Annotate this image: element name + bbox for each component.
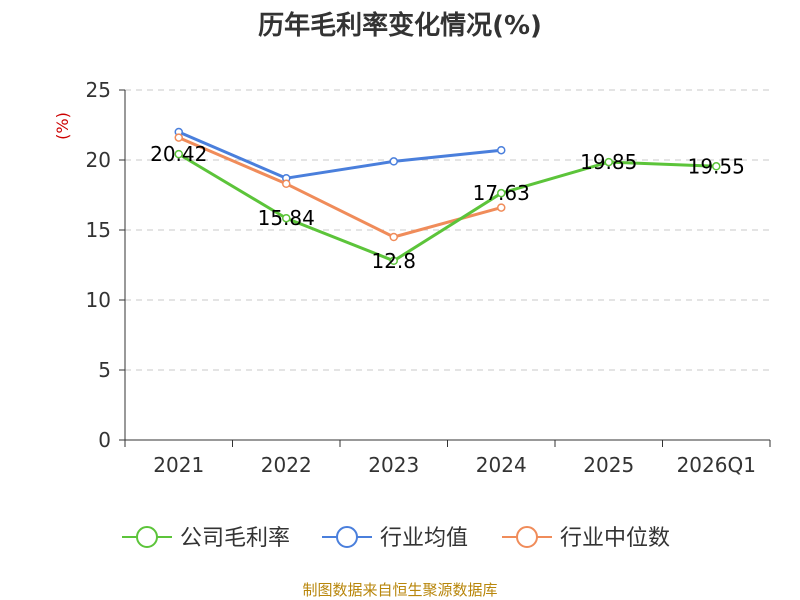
- data-label: 15.84: [258, 206, 315, 230]
- y-axis-label: (%): [53, 112, 72, 140]
- data-point: [389, 256, 398, 266]
- legend[interactable]: 公司毛利率 行业均值 行业中位数: [122, 526, 670, 551]
- x-tick-label: 2023: [368, 453, 419, 477]
- x-tick-label: 2024: [476, 453, 527, 477]
- gridlines: [125, 89, 770, 371]
- legend-item[interactable]: 行业均值: [322, 526, 468, 551]
- data-point: [712, 162, 721, 171]
- x-tick-label: 2021: [153, 453, 204, 477]
- data-point: [497, 145, 506, 155]
- data-label: 19.85: [580, 150, 637, 174]
- y-tick-label: 5: [98, 358, 111, 382]
- data-label: 12.8: [371, 249, 416, 273]
- data-label: 19.55: [688, 154, 745, 178]
- data-point: [282, 179, 291, 189]
- x-tick-label: 2026Q1: [677, 453, 756, 477]
- data-point: [497, 203, 506, 212]
- legend-marker-icon: [516, 526, 538, 548]
- legend-item[interactable]: 行业中位数: [502, 526, 670, 551]
- legend-item[interactable]: 公司毛利率: [122, 526, 290, 551]
- chart-title: 历年毛利率变化情况(%): [258, 10, 542, 41]
- y-tick-label: 15: [86, 218, 111, 242]
- series-line: [178, 136, 502, 239]
- data-label: 20.42: [150, 142, 207, 166]
- data-label: 17.63: [473, 181, 530, 205]
- data-point: [389, 232, 398, 242]
- data-labels: 20.42 15.84 12.8 17.63 19.85 19.55: [150, 142, 745, 273]
- x-tick-label: 2022: [261, 453, 312, 477]
- legend-marker-icon: [136, 526, 158, 548]
- legend-label: 公司毛利率: [180, 526, 290, 551]
- data-point: [282, 213, 291, 223]
- data-point: [389, 157, 398, 166]
- source-note: 制图数据来自恒生聚源数据库: [302, 581, 497, 599]
- legend-marker-icon: [336, 526, 358, 548]
- data-point: [497, 188, 506, 198]
- y-tick-label: 0: [98, 428, 111, 452]
- data-point: [174, 149, 183, 159]
- y-tick-label: 25: [86, 78, 111, 102]
- data-point: [604, 157, 613, 167]
- series-line: [177, 152, 717, 263]
- series-line: [178, 130, 502, 180]
- x-tick-label: 2025: [583, 453, 634, 477]
- y-tick-label: 20: [86, 148, 111, 172]
- legend-label: 行业均值: [380, 526, 468, 551]
- series-layer: [174, 127, 721, 266]
- data-point: [174, 133, 183, 142]
- legend-label: 行业中位数: [560, 526, 670, 551]
- y-tick-label: 10: [86, 288, 111, 312]
